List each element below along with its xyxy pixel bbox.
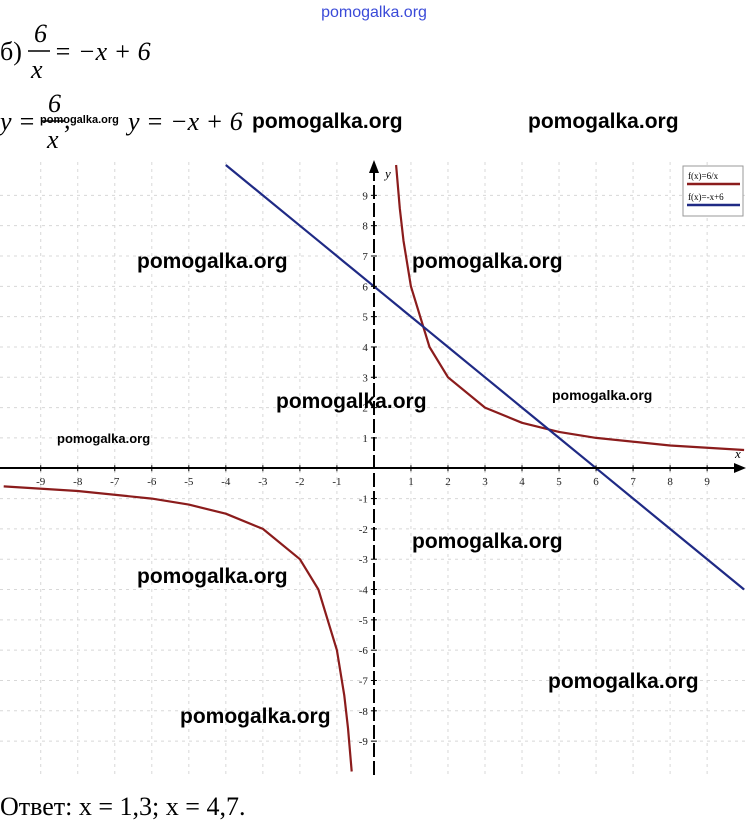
y-tick-label: 5 (362, 312, 368, 324)
x-tick-label: 5 (556, 476, 562, 488)
x-arrow (734, 463, 746, 473)
y-tick-label: 8 (362, 221, 368, 233)
watermark: pomogalka.org (180, 705, 331, 728)
series-line (225, 164, 745, 591)
x-tick-label: 7 (630, 476, 636, 488)
y-arrow (369, 160, 379, 173)
x-tick-label: 9 (704, 476, 710, 488)
x-tick-label: -4 (221, 476, 231, 488)
watermark: pomogalka.org (276, 390, 427, 413)
y-tick-label: -4 (359, 585, 369, 597)
y-tick-label: -5 (359, 615, 369, 627)
x-tick-label: -7 (110, 476, 120, 488)
series-line (3, 164, 745, 772)
answer: Ответ: x = 1,3; x = 4,7. (0, 792, 245, 820)
x-tick-label: 1 (408, 476, 414, 488)
legend-label: f(x)=-x+6 (688, 192, 724, 202)
watermark: pomogalka.org (528, 110, 679, 133)
watermark: pomogalka.org (548, 670, 699, 693)
y-tick-label: 7 (362, 251, 368, 263)
y-tick-label: -9 (359, 736, 369, 748)
eq-numerator: 6 (34, 19, 47, 48)
fn-denominator: x (46, 125, 59, 154)
x-tick-label: 6 (593, 476, 599, 488)
y-tick-label: -2 (359, 524, 368, 536)
x-tick-label: -1 (332, 476, 341, 488)
eq-label: б) (0, 37, 22, 66)
x-tick-label: 2 (445, 476, 451, 488)
watermark: pomogalka.org (252, 110, 403, 133)
x-tick-label: 4 (519, 476, 525, 488)
eq-denominator: x (30, 55, 43, 84)
y-tick-label: -6 (359, 645, 369, 657)
eq-rhs: = −x + 6 (54, 37, 151, 66)
watermark: pomogalka.org (137, 250, 288, 273)
y-tick-label: -1 (359, 494, 368, 506)
x-tick-label: -9 (36, 476, 46, 488)
y-tick-label: -3 (359, 554, 369, 566)
watermark: pomogalka.org (552, 387, 652, 403)
y-tick-label: -8 (359, 706, 369, 718)
y-tick-label: 6 (362, 281, 368, 293)
y-label: y (383, 166, 391, 181)
watermark: pomogalka.org (40, 114, 119, 126)
y-tick-label: 3 (362, 372, 368, 384)
fn-numerator: 6 (48, 89, 61, 118)
legend (682, 165, 744, 217)
y-tick-label: -7 (359, 675, 369, 687)
watermark: pomogalka.org (57, 431, 150, 446)
y-tick-label: 9 (362, 190, 368, 202)
x-tick-label: -3 (258, 476, 268, 488)
y-tick-label: 4 (362, 342, 368, 354)
x-tick-label: -6 (147, 476, 157, 488)
legend-label: f(x)=6/x (688, 171, 719, 181)
y-tick-label: 1 (362, 433, 368, 445)
fn-second: y = −x + 6 (125, 107, 243, 136)
x-tick-label: 8 (667, 476, 673, 488)
site-link[interactable]: pomogalka.org (321, 4, 427, 21)
fn-comma: , (64, 105, 71, 134)
x-tick-label: -8 (73, 476, 83, 488)
watermark: pomogalka.org (137, 565, 288, 588)
x-label: x (734, 446, 741, 461)
x-tick-label: -2 (295, 476, 304, 488)
x-tick-label: -5 (184, 476, 194, 488)
y-tick-label: 2 (362, 403, 368, 415)
watermark: pomogalka.org (412, 250, 563, 273)
watermark: pomogalka.org (412, 530, 563, 553)
x-tick-label: 3 (482, 476, 488, 488)
fn-lhs: y = (0, 107, 36, 136)
